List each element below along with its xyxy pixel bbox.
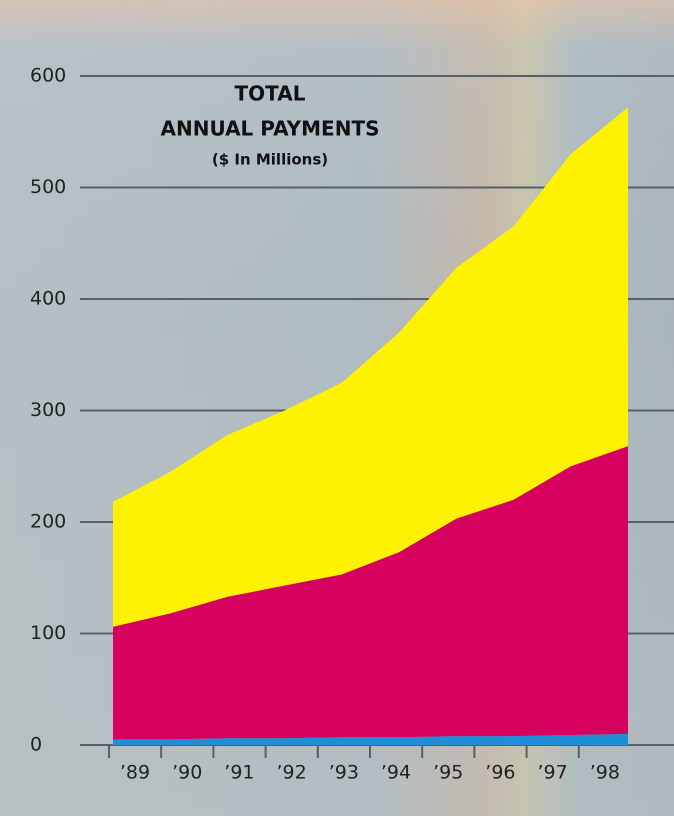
chart-title: TOTAL: [235, 82, 306, 106]
area: [113, 733, 628, 745]
x-tick-label: ’96: [485, 762, 515, 784]
x-tick-label: ’97: [537, 762, 567, 784]
y-tick-label: 500: [30, 176, 66, 198]
area: [113, 107, 628, 627]
y-tick-label: 600: [30, 65, 66, 87]
x-tick-label: ’89: [120, 762, 150, 784]
x-tick-label: ’90: [172, 762, 202, 784]
y-tick-label: 400: [30, 288, 66, 310]
y-tick-label: 200: [30, 511, 66, 533]
x-tick-label: ’93: [329, 762, 359, 784]
x-tick-label: ’95: [433, 762, 463, 784]
x-tick-label: ’98: [590, 762, 620, 784]
chart-subtitle: ($ In Millions): [212, 151, 328, 169]
chart-title: ANNUAL PAYMENTS: [161, 117, 380, 141]
x-tick-label: ’91: [224, 762, 254, 784]
y-tick-label: 300: [30, 399, 66, 421]
x-tick-label: ’94: [381, 762, 411, 784]
y-tick-label: 0: [30, 734, 42, 756]
x-tick-label: ’92: [276, 762, 306, 784]
y-tick-label: 100: [30, 622, 66, 644]
area: [113, 446, 628, 740]
